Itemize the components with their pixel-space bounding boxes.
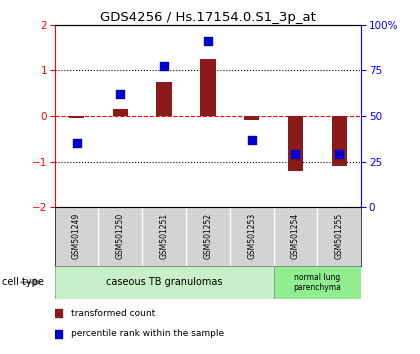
Bar bbox=[273, 266, 361, 299]
Point bbox=[205, 38, 211, 44]
Point bbox=[336, 152, 343, 157]
Point bbox=[292, 152, 299, 157]
Bar bbox=[332, 116, 347, 166]
Bar bbox=[156, 82, 172, 116]
Bar bbox=[244, 116, 260, 120]
Bar bbox=[55, 266, 273, 299]
Text: GSM501254: GSM501254 bbox=[291, 213, 300, 259]
Text: normal lung
parenchyma: normal lung parenchyma bbox=[294, 273, 341, 292]
Text: GSM501250: GSM501250 bbox=[116, 213, 125, 259]
Bar bbox=[69, 116, 84, 118]
Point bbox=[54, 331, 61, 336]
Bar bbox=[288, 116, 303, 171]
Point bbox=[161, 63, 168, 69]
Point bbox=[117, 91, 123, 97]
Text: GSM501253: GSM501253 bbox=[247, 213, 256, 259]
Title: GDS4256 / Hs.17154.0.S1_3p_at: GDS4256 / Hs.17154.0.S1_3p_at bbox=[100, 11, 316, 24]
Text: GSM501252: GSM501252 bbox=[203, 213, 213, 259]
Point bbox=[248, 137, 255, 142]
Text: GSM501249: GSM501249 bbox=[72, 213, 81, 259]
Text: GSM501255: GSM501255 bbox=[335, 213, 344, 259]
Point bbox=[54, 310, 61, 316]
Text: caseous TB granulomas: caseous TB granulomas bbox=[106, 277, 222, 287]
Bar bbox=[113, 109, 128, 116]
Text: cell type: cell type bbox=[2, 277, 44, 287]
Text: percentile rank within the sample: percentile rank within the sample bbox=[71, 329, 225, 338]
Text: GSM501251: GSM501251 bbox=[160, 213, 168, 259]
Text: transformed count: transformed count bbox=[71, 308, 156, 318]
Bar bbox=[200, 59, 215, 116]
Point bbox=[73, 141, 80, 146]
